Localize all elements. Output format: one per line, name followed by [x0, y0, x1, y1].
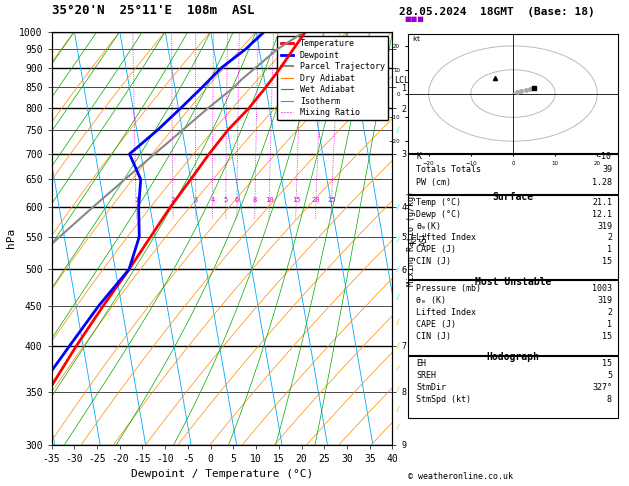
- Text: 1: 1: [134, 197, 138, 203]
- Text: -10: -10: [597, 152, 612, 160]
- Text: 2: 2: [607, 233, 612, 243]
- Text: /: /: [396, 204, 399, 210]
- Text: SREH: SREH: [416, 371, 436, 380]
- Text: 5: 5: [607, 371, 612, 380]
- Text: /: /: [396, 127, 399, 133]
- Text: /: /: [396, 424, 399, 430]
- Text: 2: 2: [171, 197, 175, 203]
- Text: /: /: [396, 319, 399, 325]
- Text: 15: 15: [602, 257, 612, 266]
- Text: CIN (J): CIN (J): [416, 331, 451, 341]
- Text: CAPE (J): CAPE (J): [416, 245, 456, 254]
- Legend: Temperature, Dewpoint, Parcel Trajectory, Dry Adiabat, Wet Adiabat, Isotherm, Mi: Temperature, Dewpoint, Parcel Trajectory…: [277, 36, 388, 121]
- Text: Dewp (°C): Dewp (°C): [416, 210, 461, 219]
- Text: /: /: [396, 386, 399, 392]
- Text: 1: 1: [607, 320, 612, 329]
- Text: CAPE (J): CAPE (J): [416, 320, 456, 329]
- Text: 319: 319: [597, 295, 612, 305]
- Text: 39: 39: [602, 165, 612, 174]
- Text: 15: 15: [602, 331, 612, 341]
- Text: PW (cm): PW (cm): [416, 178, 451, 188]
- Text: 327°: 327°: [592, 383, 612, 392]
- Text: 5: 5: [224, 197, 228, 203]
- Text: 6: 6: [235, 197, 239, 203]
- Text: Lifted Index: Lifted Index: [416, 308, 476, 317]
- Text: 1003: 1003: [592, 284, 612, 293]
- Text: /: /: [396, 294, 399, 300]
- Text: 12.1: 12.1: [592, 210, 612, 219]
- Y-axis label: hPa: hPa: [6, 228, 16, 248]
- X-axis label: Dewpoint / Temperature (°C): Dewpoint / Temperature (°C): [131, 469, 313, 479]
- Text: 15: 15: [292, 197, 300, 203]
- Text: /: /: [396, 266, 399, 273]
- Text: © weatheronline.co.uk: © weatheronline.co.uk: [408, 472, 513, 481]
- Text: 20: 20: [311, 197, 320, 203]
- Text: 8: 8: [253, 197, 257, 203]
- Text: Hodograph: Hodograph: [486, 352, 540, 362]
- Text: θₑ(K): θₑ(K): [416, 222, 441, 231]
- Text: /: /: [396, 405, 399, 412]
- Text: 3: 3: [194, 197, 198, 203]
- Text: θₑ (K): θₑ (K): [416, 295, 446, 305]
- Text: 8: 8: [607, 395, 612, 404]
- Text: 15: 15: [602, 359, 612, 368]
- Text: 28.05.2024  18GMT  (Base: 18): 28.05.2024 18GMT (Base: 18): [399, 7, 595, 17]
- Text: LCL: LCL: [394, 76, 409, 85]
- Text: /: /: [396, 343, 399, 349]
- Text: Totals Totals: Totals Totals: [416, 165, 481, 174]
- Text: Most Unstable: Most Unstable: [475, 277, 551, 287]
- Text: K: K: [416, 152, 421, 160]
- Text: 1: 1: [607, 245, 612, 254]
- Text: 35°20'N  25°11'E  108m  ASL: 35°20'N 25°11'E 108m ASL: [52, 4, 254, 17]
- Text: 4: 4: [210, 197, 214, 203]
- Text: 1.28: 1.28: [592, 178, 612, 188]
- Text: Lifted Index: Lifted Index: [416, 233, 476, 243]
- Text: Surface: Surface: [493, 191, 533, 202]
- Text: EH: EH: [416, 359, 426, 368]
- Text: StmSpd (kt): StmSpd (kt): [416, 395, 471, 404]
- Text: 319: 319: [597, 222, 612, 231]
- Text: StmDir: StmDir: [416, 383, 446, 392]
- Text: Pressure (mb): Pressure (mb): [416, 284, 481, 293]
- Text: Temp (°C): Temp (°C): [416, 198, 461, 208]
- Text: 21.1: 21.1: [592, 198, 612, 208]
- Text: /: /: [396, 365, 399, 371]
- Text: 2: 2: [607, 308, 612, 317]
- Text: CIN (J): CIN (J): [416, 257, 451, 266]
- Text: Mixing Ratio (g/kg): Mixing Ratio (g/kg): [407, 191, 416, 286]
- Text: kt: kt: [412, 36, 420, 42]
- Text: ■■■: ■■■: [404, 16, 425, 21]
- Text: 25: 25: [327, 197, 335, 203]
- Text: 10: 10: [265, 197, 274, 203]
- Text: /: /: [396, 237, 399, 243]
- Y-axis label: km
ASL: km ASL: [409, 231, 429, 245]
